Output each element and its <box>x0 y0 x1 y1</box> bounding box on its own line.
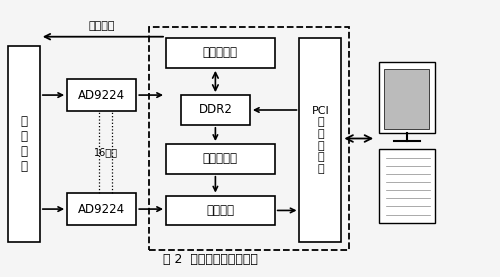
Text: 相敏解调: 相敏解调 <box>206 204 234 217</box>
Text: AD9224: AD9224 <box>78 202 125 216</box>
Bar <box>166 196 274 225</box>
Bar <box>384 69 429 129</box>
Bar <box>67 79 136 111</box>
Text: 中心控制器: 中心控制器 <box>203 47 238 60</box>
Text: DDR2: DDR2 <box>198 104 232 117</box>
Text: 卡尔曼滤波: 卡尔曼滤波 <box>203 152 238 165</box>
Bar <box>300 38 342 242</box>
Text: 图 2  系统的总体设计框图: 图 2 系统的总体设计框图 <box>163 253 258 266</box>
Text: 激励信号: 激励信号 <box>88 21 115 31</box>
Bar <box>378 149 436 223</box>
Bar <box>166 144 274 174</box>
Text: PCI
总
线
控
制
器: PCI 总 线 控 制 器 <box>312 106 330 174</box>
Text: AD9224: AD9224 <box>78 89 125 102</box>
Text: 16通道: 16通道 <box>94 147 118 157</box>
Bar <box>8 46 40 242</box>
Bar <box>148 27 349 250</box>
Text: 电
极
阵
列: 电 极 阵 列 <box>20 115 28 173</box>
Bar <box>378 63 436 133</box>
Bar <box>181 95 250 125</box>
Bar <box>166 38 274 68</box>
Bar <box>67 193 136 225</box>
